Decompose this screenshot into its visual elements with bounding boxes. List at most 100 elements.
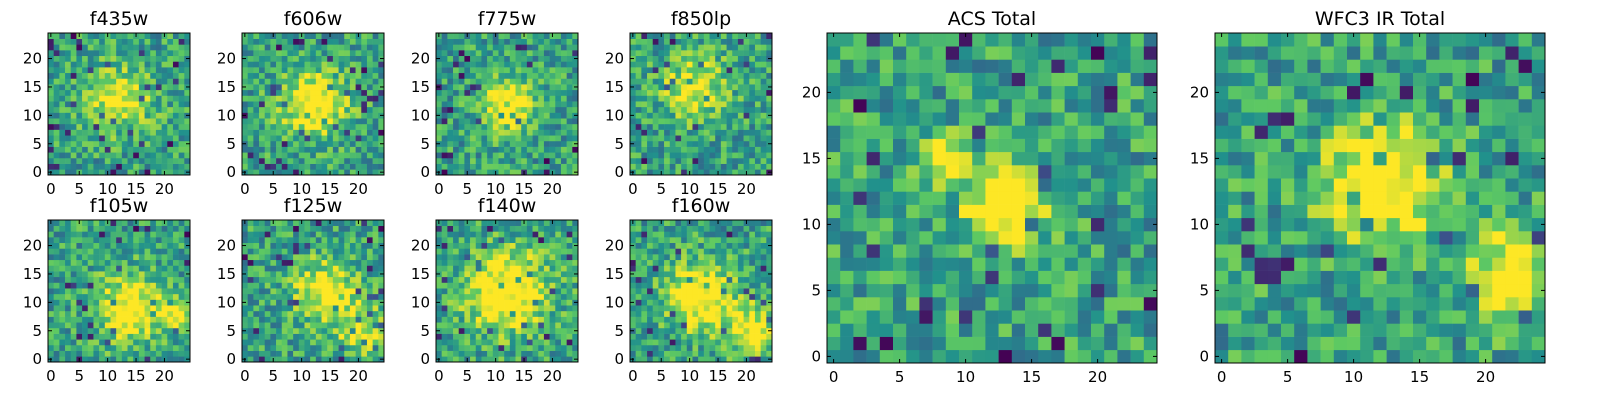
heatmap-cell (161, 225, 168, 232)
heatmap-cell (242, 44, 248, 51)
heatmap-cell (737, 322, 744, 329)
heatmap-cell (59, 89, 66, 96)
heatmap-cell (65, 152, 72, 159)
heatmap-cell (99, 327, 106, 334)
heatmap-cell (372, 237, 379, 244)
heatmap-cell (104, 248, 111, 255)
heatmap-cell (515, 169, 522, 176)
x-tick-label: 0 (240, 180, 250, 198)
heatmap-cell (59, 322, 66, 329)
heatmap-cell (709, 89, 716, 96)
heatmap-cell (99, 237, 106, 244)
heatmap-cell (481, 152, 488, 159)
heatmap-cell (436, 95, 442, 102)
heatmap-cell (310, 237, 317, 244)
heatmap-cell (287, 129, 294, 136)
heatmap-cell (726, 123, 733, 130)
heatmap-cell (572, 225, 579, 232)
heatmap-cell (144, 118, 151, 125)
heatmap-cell (675, 356, 682, 363)
heatmap-cell (242, 293, 248, 300)
heatmap-cell (481, 72, 488, 79)
heatmap-cell (310, 220, 317, 226)
heatmap-cell (361, 72, 368, 79)
heatmap-cell (766, 44, 773, 51)
heatmap-cell (178, 248, 185, 255)
heatmap-cell (441, 50, 448, 57)
heatmap-cell (560, 276, 567, 283)
heatmap-cell (470, 356, 477, 363)
heatmap-cell (436, 44, 442, 51)
heatmap-cell (338, 231, 345, 238)
heatmap-cell (436, 163, 442, 170)
heatmap-cell (453, 95, 460, 102)
heatmap-cell (749, 123, 756, 130)
heatmap-cell (504, 78, 511, 85)
heatmap-cell (532, 84, 539, 91)
heatmap-cell (555, 254, 562, 261)
heatmap-cell (743, 89, 750, 96)
heatmap-cell (686, 50, 693, 57)
heatmap-cell (641, 61, 648, 68)
heatmap-cell (647, 129, 654, 136)
heatmap-cell (447, 242, 454, 249)
heatmap-cell (138, 322, 145, 329)
heatmap-cell (743, 327, 750, 334)
heatmap-cell (647, 118, 654, 125)
heatmap-cell (509, 265, 516, 272)
heatmap-cell (315, 276, 322, 283)
heatmap-cell (453, 344, 460, 351)
heatmap-cell (509, 220, 516, 226)
heatmap-cell (669, 344, 676, 351)
heatmap-cell (458, 327, 465, 334)
heatmap-cell (498, 271, 505, 278)
heatmap-cell (172, 299, 179, 306)
heatmap-cell (732, 84, 739, 91)
heatmap-cell (293, 259, 300, 266)
heatmap-cell (144, 33, 151, 39)
heatmap-cell (543, 299, 550, 306)
heatmap-cell (470, 248, 477, 255)
heatmap-cell (647, 61, 654, 68)
heatmap-cell (447, 259, 454, 266)
heatmap-cell (572, 248, 579, 255)
heatmap-cell (504, 72, 511, 79)
heatmap-cell (698, 140, 705, 147)
heatmap-cell (572, 152, 579, 159)
heatmap-cell (355, 129, 362, 136)
heatmap-cell (93, 271, 100, 278)
heatmap-cell (532, 61, 539, 68)
heatmap-cell (743, 106, 750, 113)
heatmap-cell (99, 123, 106, 130)
heatmap-cell (709, 84, 716, 91)
heatmap-cell (167, 140, 174, 147)
heatmap-cell (641, 67, 648, 74)
heatmap-cell (481, 146, 488, 153)
heatmap-cell (361, 220, 368, 226)
heatmap-cell (70, 157, 77, 164)
heatmap-cell (59, 316, 66, 323)
heatmap-cell (70, 67, 77, 74)
heatmap-cell (178, 305, 185, 312)
heatmap-cell (321, 333, 328, 340)
heatmap-cell (366, 305, 373, 312)
heatmap-cell (664, 129, 671, 136)
heatmap-cell (766, 101, 773, 108)
heatmap-cell (572, 259, 579, 266)
heatmap-cell (749, 89, 756, 96)
heatmap-cell (93, 95, 100, 102)
heatmap-cell (709, 333, 716, 340)
heatmap-cell (709, 169, 716, 176)
heatmap-cell (76, 248, 83, 255)
heatmap-cell (116, 146, 123, 153)
heatmap-cell (304, 254, 311, 261)
heatmap-cell (138, 310, 145, 317)
heatmap-cell (172, 242, 179, 249)
heatmap-cell (264, 350, 271, 357)
heatmap-cell (572, 163, 579, 170)
heatmap-cell (178, 231, 185, 238)
heatmap-cell (715, 339, 722, 346)
heatmap-cell (293, 163, 300, 170)
heatmap-cell (709, 350, 716, 357)
heatmap-cell (669, 322, 676, 329)
